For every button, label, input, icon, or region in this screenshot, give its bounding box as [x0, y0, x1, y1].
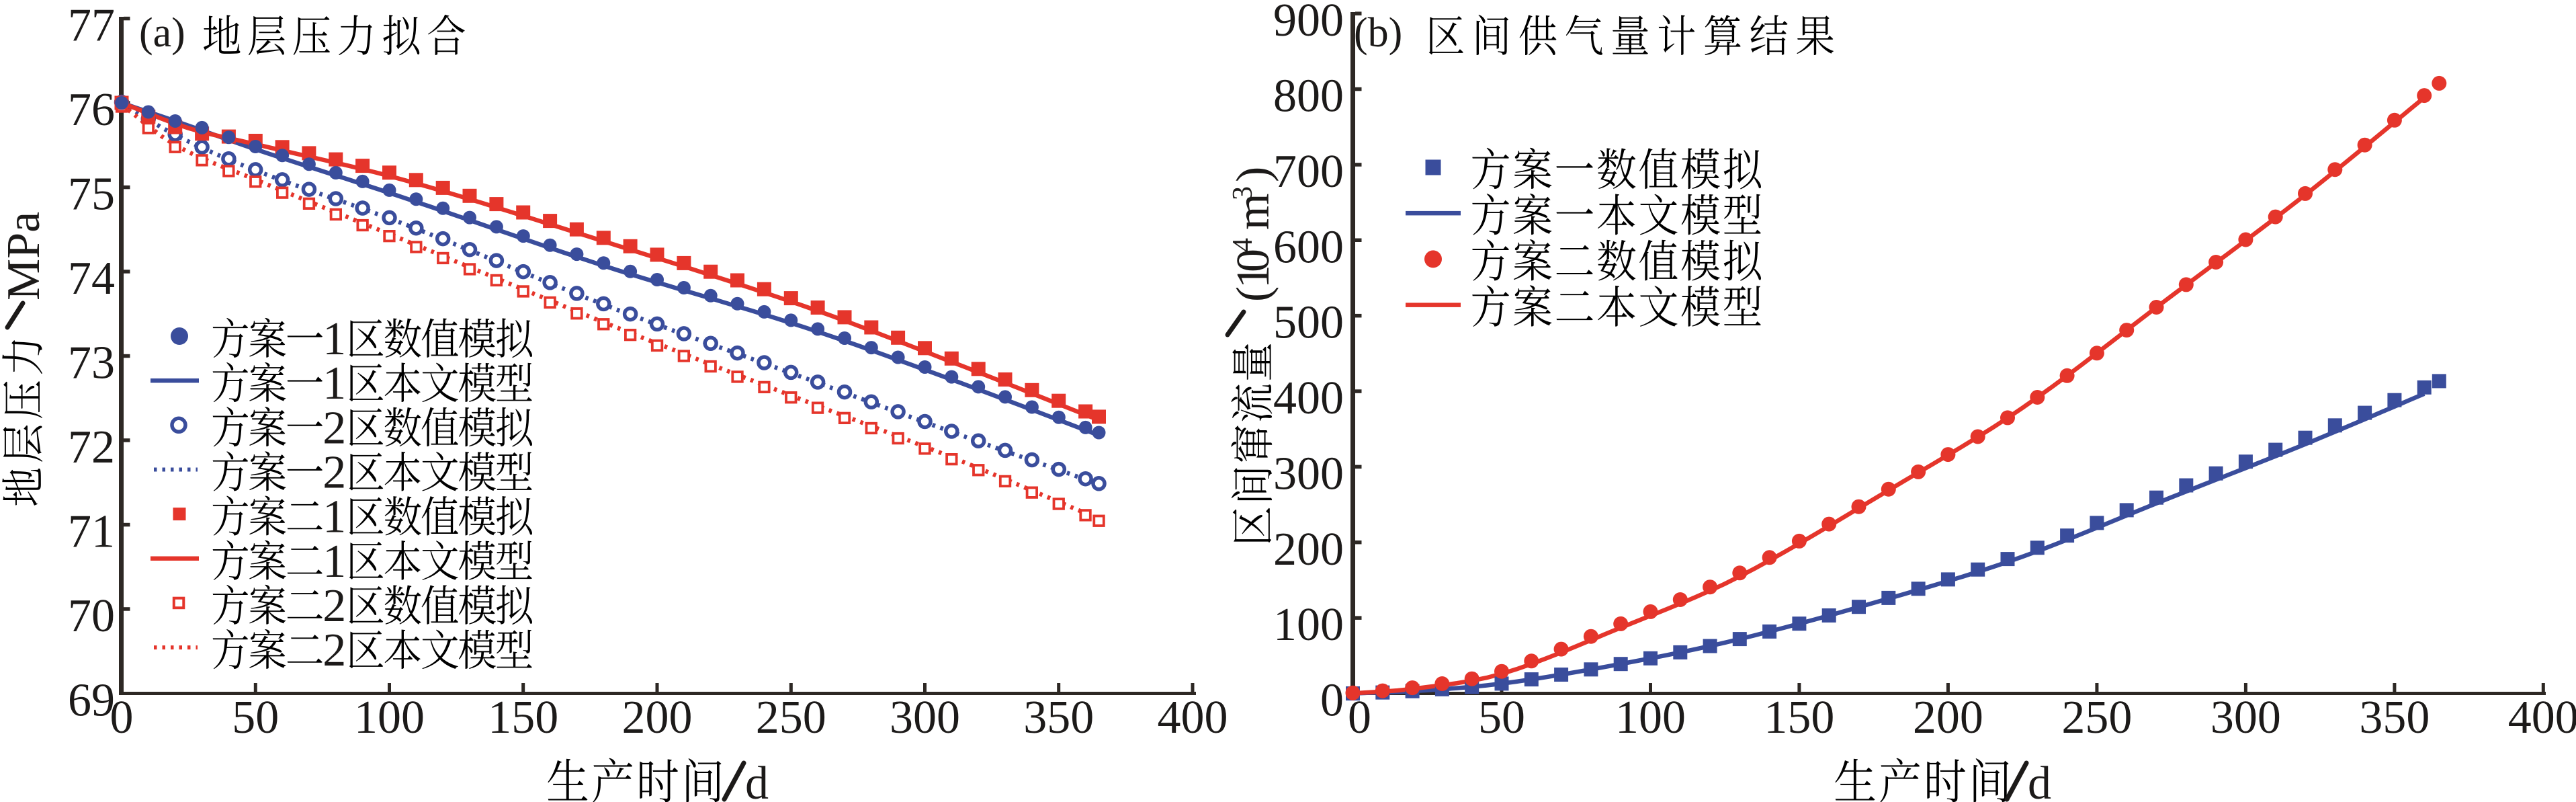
svg-text:69: 69: [68, 675, 115, 727]
svg-text:100: 100: [354, 692, 425, 744]
svg-text:250: 250: [2061, 692, 2132, 744]
svg-text:1: 1: [323, 491, 346, 543]
svg-text:(a): (a): [139, 10, 185, 56]
svg-text:250: 250: [756, 692, 826, 744]
svg-text:m: m: [1228, 194, 1279, 230]
svg-text:400: 400: [1273, 372, 1344, 424]
svg-text:d: d: [2028, 758, 2051, 802]
svg-text:0: 0: [1320, 675, 1344, 727]
svg-text:500: 500: [1273, 297, 1344, 349]
svg-text:70: 70: [68, 590, 115, 642]
svg-text:2: 2: [323, 402, 346, 454]
svg-text:50: 50: [1478, 692, 1525, 744]
svg-text:150: 150: [1764, 692, 1834, 744]
svg-text:700: 700: [1273, 146, 1344, 198]
svg-text:73: 73: [68, 337, 115, 389]
svg-text:0: 0: [110, 692, 134, 744]
svg-text:100: 100: [1273, 599, 1344, 651]
svg-text:2: 2: [323, 625, 346, 676]
svg-text:3: 3: [1228, 186, 1258, 200]
svg-text:MPa: MPa: [0, 212, 50, 300]
svg-text:400: 400: [1158, 692, 1228, 744]
svg-text:2: 2: [323, 580, 346, 632]
svg-text:76: 76: [68, 84, 115, 136]
svg-text:400: 400: [2508, 692, 2576, 744]
svg-text:0: 0: [1228, 249, 1279, 272]
svg-text:100: 100: [1615, 692, 1686, 744]
svg-text:350: 350: [1023, 692, 1094, 744]
svg-text:150: 150: [488, 692, 558, 744]
svg-text:300: 300: [1273, 448, 1344, 499]
svg-text:200: 200: [622, 692, 693, 744]
svg-text:75: 75: [68, 169, 115, 220]
svg-text:300: 300: [2210, 692, 2281, 744]
svg-text:2: 2: [323, 447, 346, 499]
svg-text:74: 74: [68, 253, 115, 305]
svg-text:50: 50: [232, 692, 279, 744]
svg-text:200: 200: [1913, 692, 1983, 744]
svg-text:800: 800: [1273, 71, 1344, 122]
svg-text:77: 77: [68, 0, 115, 52]
svg-text:350: 350: [2359, 692, 2430, 744]
svg-text:200: 200: [1273, 524, 1344, 575]
svg-text:1: 1: [1228, 265, 1279, 288]
svg-text:72: 72: [68, 422, 115, 473]
svg-text:4: 4: [1228, 238, 1258, 252]
svg-text:1: 1: [323, 358, 346, 409]
svg-text:71: 71: [68, 506, 115, 558]
svg-text:900: 900: [1273, 0, 1344, 46]
svg-text:d: d: [745, 758, 769, 802]
svg-text:1: 1: [323, 313, 346, 365]
svg-text:(b): (b): [1354, 10, 1402, 56]
svg-text:): ): [1228, 167, 1279, 182]
svg-text:(: (: [1228, 286, 1279, 302]
svg-text:300: 300: [890, 692, 960, 744]
svg-text:600: 600: [1273, 221, 1344, 273]
svg-text:1: 1: [323, 536, 346, 588]
